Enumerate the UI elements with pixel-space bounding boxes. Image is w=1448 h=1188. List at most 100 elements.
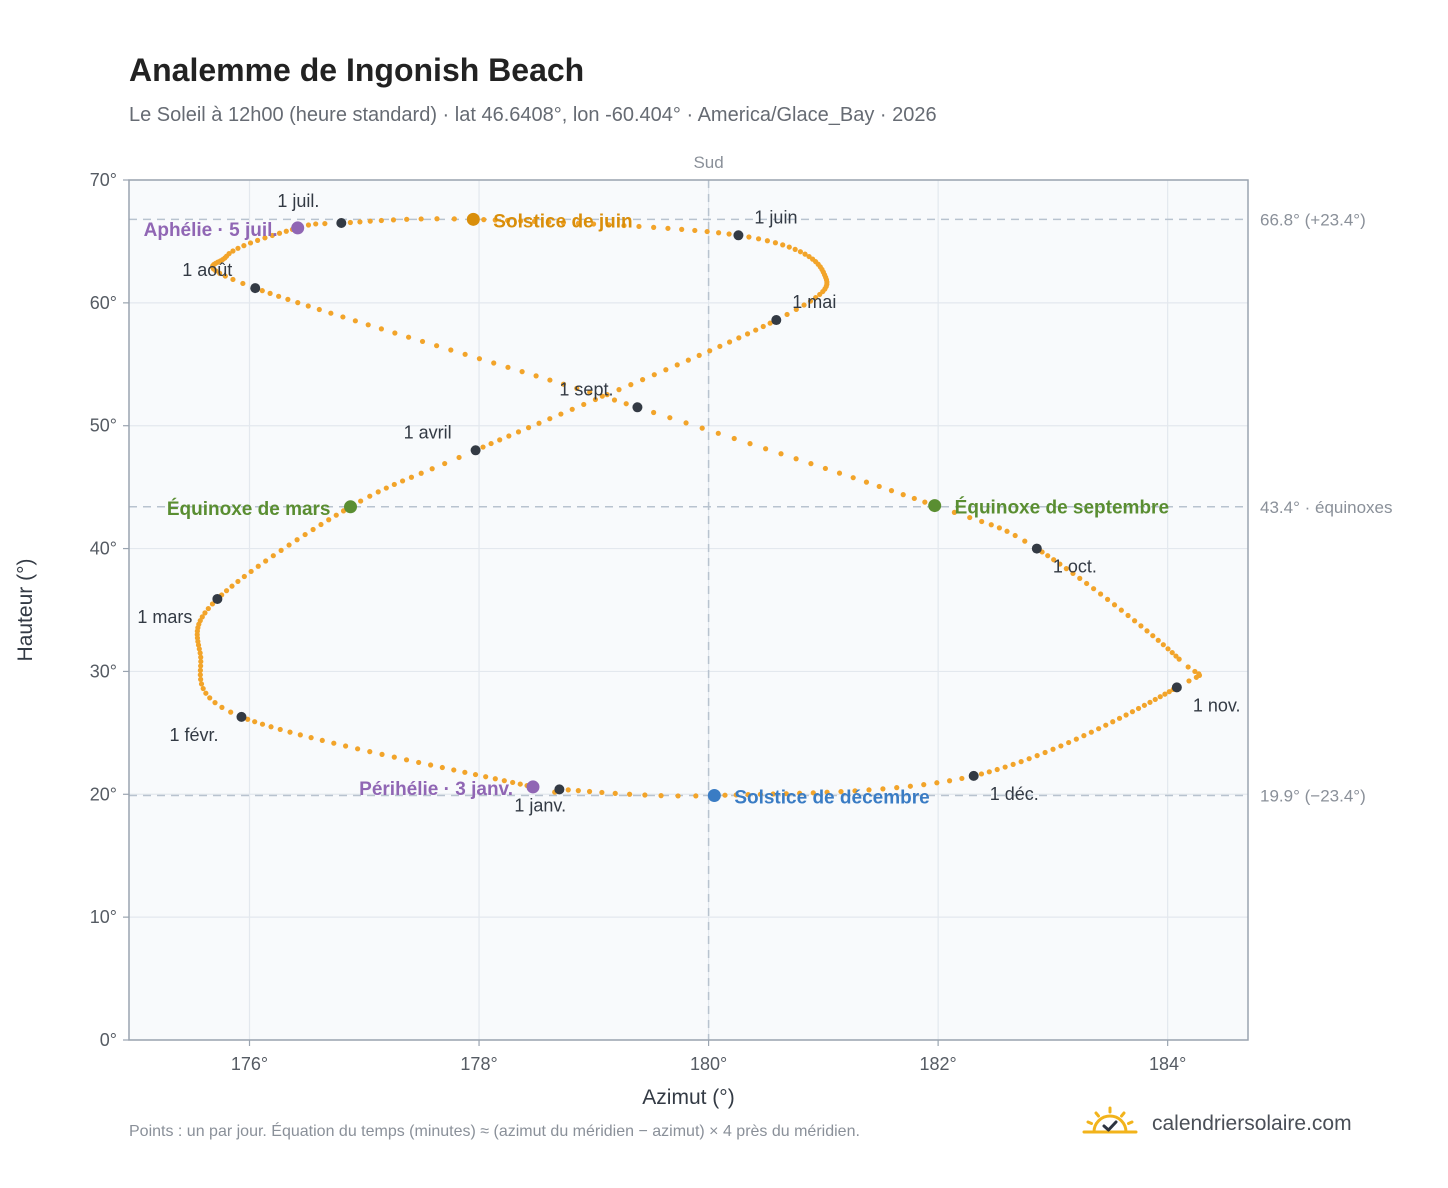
daily-point	[685, 357, 691, 363]
daily-point	[663, 367, 669, 373]
daily-point	[492, 776, 498, 782]
daily-point	[1162, 691, 1168, 697]
daily-point	[313, 221, 319, 227]
daily-point	[302, 531, 308, 538]
daily-point	[277, 726, 283, 733]
daily-point	[581, 401, 587, 408]
month-marker-label: 1 févr.	[169, 725, 218, 745]
daily-point	[197, 672, 203, 678]
daily-point	[259, 288, 265, 294]
reference-line-label: 66.8° (+23.4°)	[1260, 210, 1366, 229]
daily-point	[517, 781, 523, 787]
daily-point	[1123, 712, 1129, 718]
daily-point	[252, 719, 258, 725]
daily-point	[1176, 656, 1182, 662]
daily-point	[533, 373, 539, 379]
daily-point	[808, 461, 814, 467]
daily-point	[716, 230, 722, 236]
daily-point	[505, 364, 511, 370]
daily-point	[1173, 653, 1179, 659]
daily-point	[1165, 646, 1171, 652]
daily-point	[308, 735, 314, 741]
daily-point	[213, 268, 219, 274]
daily-point	[546, 219, 552, 225]
event-label: Équinoxe de septembre	[955, 497, 1169, 519]
daily-point	[255, 563, 261, 569]
daily-point	[731, 435, 737, 442]
daily-point	[866, 787, 872, 793]
daily-point	[575, 788, 581, 794]
daily-point	[590, 221, 597, 227]
daily-point	[599, 393, 605, 399]
daily-point	[1051, 557, 1057, 563]
month-marker	[470, 445, 481, 456]
daily-point	[642, 792, 648, 798]
daily-point	[451, 767, 457, 773]
daily-point	[276, 230, 283, 236]
event-marker	[526, 780, 540, 794]
daily-point	[1058, 743, 1064, 749]
daily-point	[783, 791, 789, 797]
daily-point	[1144, 628, 1150, 634]
daily-point	[786, 244, 792, 250]
daily-point	[286, 542, 292, 548]
daily-point	[392, 330, 398, 336]
event-markers: Solstice de juin Solstice de décembre Équi…	[144, 211, 1169, 808]
daily-point	[229, 583, 235, 589]
month-marker	[250, 283, 261, 294]
daily-point	[418, 216, 424, 222]
event-marker	[707, 789, 721, 803]
daily-point	[1150, 633, 1156, 639]
daily-point	[428, 762, 434, 768]
daily-point	[310, 526, 316, 533]
daily-point	[483, 774, 489, 780]
month-marker	[968, 770, 979, 781]
daily-point	[1063, 566, 1069, 572]
daily-point	[1141, 702, 1147, 708]
daily-point	[784, 311, 790, 318]
month-marker-label: 1 déc.	[990, 784, 1039, 804]
daily-point	[744, 331, 751, 337]
daily-point	[994, 766, 1000, 773]
brand-name[interactable]: calendriersolaire.com	[1152, 1112, 1352, 1135]
y-axis-ticks: 0° 10° 20° 30° 40° 50° 60° 70°	[90, 170, 129, 1050]
daily-point	[792, 246, 798, 252]
daily-point	[699, 425, 705, 431]
daily-point	[391, 481, 397, 488]
event-marker	[291, 221, 305, 235]
daily-point	[340, 314, 346, 320]
daily-point	[1111, 602, 1118, 608]
daily-point	[679, 226, 685, 232]
daily-point	[810, 790, 816, 796]
daily-point	[504, 217, 511, 224]
daily-point	[959, 775, 965, 782]
brand-logo[interactable]: calendriersolaire.com	[1082, 1104, 1352, 1144]
daily-point	[1135, 705, 1142, 712]
month-marker	[554, 784, 565, 795]
daily-point	[850, 475, 856, 481]
daily-point	[1081, 733, 1087, 739]
daily-point	[525, 425, 532, 431]
daily-point	[612, 790, 618, 796]
daily-point	[757, 791, 764, 797]
daily-point	[367, 218, 373, 224]
daily-point	[383, 485, 389, 491]
daily-point	[1097, 591, 1104, 597]
daily-point	[333, 512, 339, 518]
daily-point	[763, 446, 769, 452]
daily-point	[770, 791, 776, 797]
daily-point	[611, 397, 618, 403]
daily-point	[442, 460, 448, 467]
daily-point	[569, 406, 575, 412]
daily-point	[367, 493, 373, 499]
daily-point	[207, 695, 213, 701]
daily-point	[197, 667, 204, 673]
daily-point	[683, 420, 689, 426]
daily-point	[592, 396, 599, 403]
daily-point	[343, 743, 349, 749]
daily-point	[355, 746, 361, 752]
daily-point	[1010, 761, 1016, 767]
daily-point	[722, 792, 728, 798]
reference-lines: 66.8° (+23.4°) 43.4° · équinoxes 19.9° (−2…	[129, 210, 1393, 806]
daily-point	[986, 769, 992, 775]
